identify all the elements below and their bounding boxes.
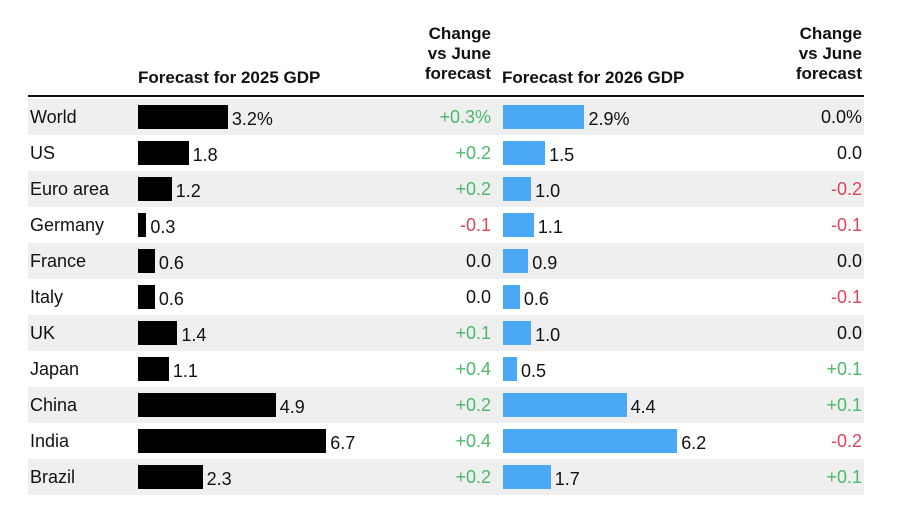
value-label-2026: 1.5: [549, 145, 575, 165]
change-label-2026: -0.2: [830, 431, 862, 451]
country-label: Brazil: [30, 467, 76, 487]
change-label-2026: -0.2: [830, 179, 862, 199]
bar-2025: [138, 393, 276, 417]
bar-2026: [503, 177, 532, 201]
header-change-2026-line-2: vs June: [798, 44, 862, 63]
bar-2026: [503, 105, 585, 129]
bar-2026: [503, 321, 532, 345]
value-label-2025: 1.8: [192, 145, 218, 165]
value-label-2025: 0.6: [158, 289, 184, 309]
table-row: Italy 0.6 0.0 0.6 -0.1: [28, 279, 864, 315]
value-label-2026: 1.7: [554, 469, 580, 489]
value-label-2026: 2.9%: [588, 109, 630, 129]
change-label-2025: +0.1: [455, 323, 491, 343]
table-row: France 0.6 0.0 0.9 0.0: [28, 243, 864, 279]
header-change-2026: Change vs June forecast: [762, 24, 862, 84]
bar-2026: [503, 357, 518, 381]
header-rule: [28, 95, 864, 97]
table-row: India 6.7 +0.4 6.2 -0.2: [28, 423, 864, 459]
country-label: Japan: [30, 359, 80, 379]
table-row: Germany 0.3 -0.1 1.1 -0.1: [28, 207, 864, 243]
value-label-2025: 0.3: [150, 217, 176, 237]
bar-2026: [503, 213, 534, 237]
bar-2025: [138, 249, 155, 273]
change-label-2026: 0.0: [836, 251, 862, 271]
bar-2025: [138, 105, 228, 129]
country-label: Italy: [30, 287, 64, 307]
change-label-2025: +0.4: [455, 431, 491, 451]
country-label: Euro area: [30, 179, 110, 199]
table-row: UK 1.4 +0.1 1.0 0.0: [28, 315, 864, 351]
value-label-2026: 1.1: [537, 217, 563, 237]
change-label-2025: -0.1: [459, 215, 491, 235]
value-label-2026: 1.0: [535, 325, 561, 345]
country-label: China: [30, 395, 78, 415]
bar-2025: [138, 321, 178, 345]
change-label-2026: 0.0%: [820, 107, 862, 127]
change-label-2025: +0.2: [455, 179, 491, 199]
change-label-2025: +0.4: [455, 359, 491, 379]
table-row: World 3.2% +0.3% 2.9% 0.0%: [28, 99, 864, 135]
change-label-2026: +0.1: [826, 359, 862, 379]
header-forecast-2025: Forecast for 2025 GDP: [138, 68, 321, 87]
table-row: US 1.8 +0.2 1.5 0.0: [28, 135, 864, 171]
country-label: World: [30, 107, 77, 127]
table-row: China 4.9 +0.2 4.4 +0.1: [28, 387, 864, 423]
country-label: UK: [30, 323, 56, 343]
bar-2025: [138, 285, 155, 309]
change-label-2025: +0.3%: [439, 107, 491, 127]
change-label-2026: -0.1: [830, 215, 862, 235]
change-label-2026: 0.0: [836, 143, 862, 163]
header-change-2025-line-2: vs June: [427, 44, 491, 63]
bar-2025: [138, 357, 169, 381]
value-label-2025: 3.2%: [231, 109, 273, 129]
change-label-2025: 0.0: [465, 287, 491, 307]
value-label-2025: 4.9: [279, 397, 305, 417]
header-change-2026-line-3: forecast: [795, 64, 862, 83]
value-label-2025: 2.3: [206, 469, 232, 489]
change-label-2025: 0.0: [465, 251, 491, 271]
change-label-2025: +0.2: [455, 143, 491, 163]
header-change-2025-line-1: Change: [428, 24, 491, 43]
value-label-2026: 1.0: [535, 181, 561, 201]
bar-2025: [138, 141, 189, 165]
change-label-2026: -0.1: [830, 287, 862, 307]
bar-2025: [138, 465, 203, 489]
header-forecast-2026: Forecast for 2026 GDP: [502, 68, 685, 87]
value-label-2025: 1.4: [181, 325, 207, 345]
table-row: Japan 1.1 +0.4 0.5 +0.1: [28, 351, 864, 387]
change-label-2025: +0.2: [455, 395, 491, 415]
header-change-2025-line-3: forecast: [424, 64, 491, 83]
value-label-2025: 1.2: [175, 181, 201, 201]
header-change-2026-line-1: Change: [799, 24, 862, 43]
bar-2026: [503, 285, 520, 309]
value-label-2026: 4.4: [630, 397, 656, 417]
bar-2026: [503, 429, 678, 453]
value-label-2025: 0.6: [158, 253, 184, 273]
value-label-2026: 0.6: [523, 289, 549, 309]
change-label-2026: +0.1: [826, 395, 862, 415]
country-label: Germany: [30, 215, 105, 235]
value-label-2025: 6.7: [330, 433, 356, 453]
change-label-2026: 0.0: [836, 323, 862, 343]
bar-2025: [138, 429, 327, 453]
bar-2026: [503, 393, 627, 417]
change-label-2025: +0.2: [455, 467, 491, 487]
value-label-2025: 1.1: [172, 361, 198, 381]
value-label-2026: 0.9: [532, 253, 558, 273]
bar-2026: [503, 465, 551, 489]
value-label-2026: 0.5: [521, 361, 547, 381]
bar-2025: [138, 177, 172, 201]
table-row: Euro area 1.2 +0.2 1.0 -0.2: [28, 171, 864, 207]
table-row: Brazil 2.3 +0.2 1.7 +0.1: [28, 459, 864, 495]
bar-2025: [138, 213, 147, 237]
change-label-2026: +0.1: [826, 467, 862, 487]
country-label: France: [30, 251, 87, 271]
value-label-2026: 6.2: [681, 433, 707, 453]
country-label: India: [30, 431, 70, 451]
country-label: US: [30, 143, 56, 163]
bar-2026: [503, 249, 529, 273]
bar-2026: [503, 141, 546, 165]
header-change-2025: Change vs June forecast: [395, 24, 491, 84]
